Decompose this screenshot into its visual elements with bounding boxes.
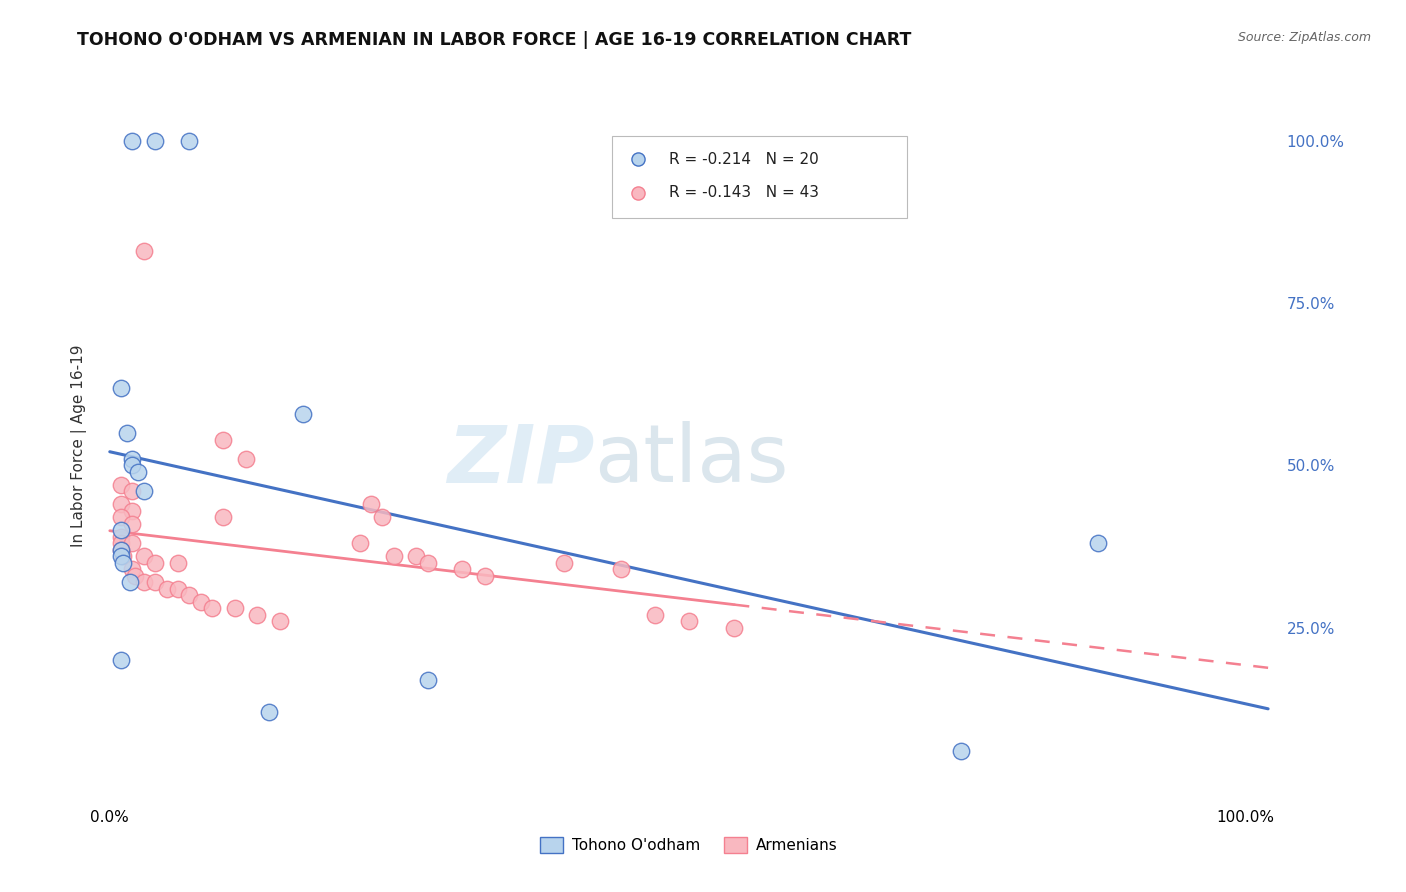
Point <box>143 556 166 570</box>
Point <box>115 425 138 440</box>
Point <box>644 607 666 622</box>
Text: R = -0.143   N = 43: R = -0.143 N = 43 <box>669 186 818 200</box>
Point <box>121 536 143 550</box>
Point <box>723 621 745 635</box>
Point <box>124 568 146 582</box>
Point <box>416 556 439 570</box>
Point <box>235 452 257 467</box>
Point <box>110 497 132 511</box>
Point <box>112 549 135 564</box>
Point <box>678 614 700 628</box>
Point <box>190 595 212 609</box>
Point <box>405 549 427 564</box>
Point <box>382 549 405 564</box>
Point <box>120 575 142 590</box>
Point <box>110 542 132 557</box>
Point <box>110 542 132 557</box>
Point <box>110 478 132 492</box>
Point <box>349 536 371 550</box>
Text: ZIP: ZIP <box>447 421 595 500</box>
Point <box>246 607 269 622</box>
Point <box>132 484 155 499</box>
Point <box>617 197 640 211</box>
Point <box>112 556 135 570</box>
Point <box>179 588 201 602</box>
Text: R = -0.214   N = 20: R = -0.214 N = 20 <box>669 152 818 167</box>
Point <box>224 601 246 615</box>
Point <box>950 744 973 758</box>
Point <box>121 452 143 467</box>
Point <box>474 568 496 582</box>
Point <box>110 524 132 538</box>
Point <box>1087 536 1109 550</box>
Point <box>179 134 201 148</box>
Point <box>110 530 132 544</box>
Point <box>121 516 143 531</box>
Point <box>143 134 166 148</box>
Point <box>212 510 235 524</box>
Point <box>360 497 382 511</box>
Point <box>167 582 190 596</box>
Point <box>610 562 633 576</box>
Y-axis label: In Labor Force | Age 16-19: In Labor Force | Age 16-19 <box>72 344 87 548</box>
Point <box>121 562 143 576</box>
Point <box>121 458 143 473</box>
Point <box>110 510 132 524</box>
Text: TOHONO O'ODHAM VS ARMENIAN IN LABOR FORCE | AGE 16-19 CORRELATION CHART: TOHONO O'ODHAM VS ARMENIAN IN LABOR FORC… <box>77 31 911 49</box>
Point <box>110 549 132 564</box>
Point <box>143 575 166 590</box>
Point <box>110 536 132 550</box>
FancyBboxPatch shape <box>612 136 907 218</box>
Point <box>121 134 143 148</box>
Point <box>167 556 190 570</box>
Point <box>371 510 394 524</box>
Point <box>553 556 575 570</box>
Point <box>132 575 155 590</box>
Point <box>257 705 280 719</box>
Point <box>121 504 143 518</box>
Point <box>155 582 177 596</box>
Point <box>201 601 224 615</box>
Point <box>110 653 132 667</box>
Text: atlas: atlas <box>595 421 789 500</box>
Point <box>212 433 235 447</box>
Point <box>291 407 314 421</box>
Text: Source: ZipAtlas.com: Source: ZipAtlas.com <box>1237 31 1371 45</box>
Legend: Tohono O'odham, Armenians: Tohono O'odham, Armenians <box>534 831 844 859</box>
Point <box>617 228 640 243</box>
Point <box>416 673 439 687</box>
Point <box>110 381 132 395</box>
Point <box>121 484 143 499</box>
Point <box>269 614 291 628</box>
Point <box>450 562 472 576</box>
Point <box>132 244 155 259</box>
Point <box>127 465 149 479</box>
Point <box>132 549 155 564</box>
